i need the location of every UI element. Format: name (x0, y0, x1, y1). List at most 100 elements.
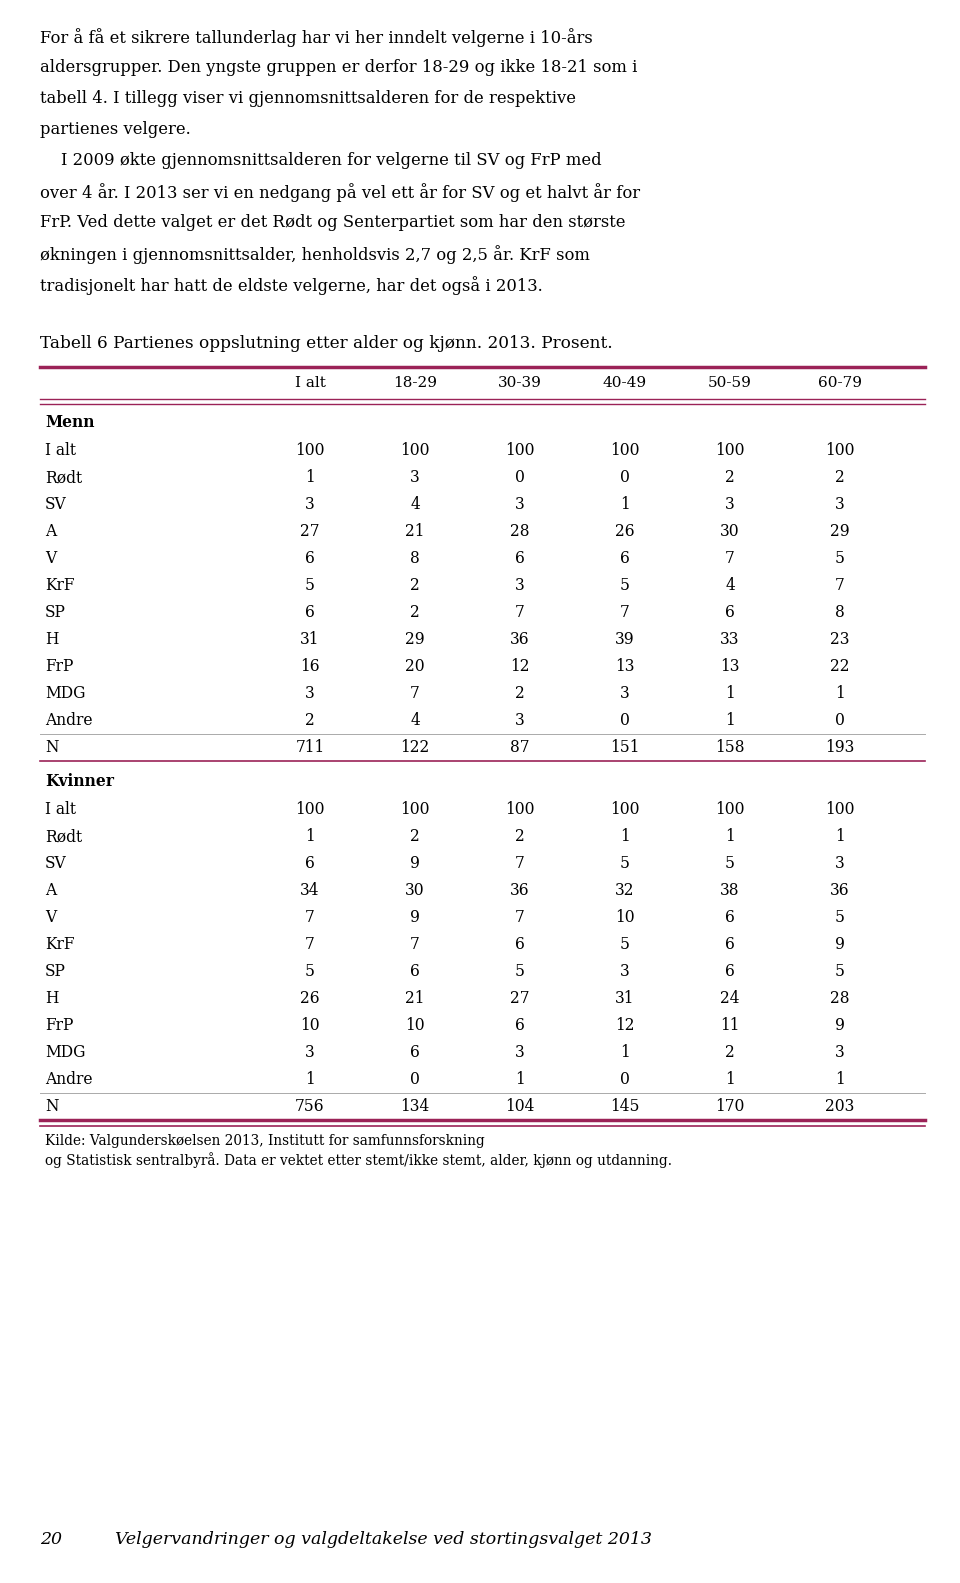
Text: 3: 3 (620, 685, 630, 701)
Text: 4: 4 (725, 576, 734, 594)
Text: Rødt: Rødt (45, 469, 83, 486)
Text: 7: 7 (620, 605, 630, 621)
Text: 2: 2 (410, 605, 420, 621)
Text: 36: 36 (830, 882, 850, 899)
Text: I alt: I alt (45, 442, 76, 459)
Text: 7: 7 (410, 685, 420, 701)
Text: 122: 122 (400, 739, 430, 757)
Text: 0: 0 (620, 469, 630, 486)
Text: 30: 30 (405, 882, 425, 899)
Text: 0: 0 (410, 1072, 420, 1088)
Text: 7: 7 (410, 936, 420, 953)
Text: 30: 30 (720, 522, 740, 540)
Text: 7: 7 (305, 936, 315, 953)
Text: 100: 100 (505, 442, 535, 459)
Text: partienes velgere.: partienes velgere. (40, 120, 191, 138)
Text: 6: 6 (725, 936, 735, 953)
Text: 87: 87 (511, 739, 530, 757)
Text: FrP. Ved dette valget er det Rødt og Senterpartiet som har den største: FrP. Ved dette valget er det Rødt og Sen… (40, 214, 626, 231)
Text: 36: 36 (510, 632, 530, 647)
Text: 7: 7 (516, 909, 525, 926)
Text: 100: 100 (611, 801, 639, 818)
Text: 21: 21 (405, 989, 424, 1007)
Text: 27: 27 (511, 989, 530, 1007)
Text: 26: 26 (615, 522, 635, 540)
Text: 1: 1 (835, 685, 845, 701)
Text: 170: 170 (715, 1099, 745, 1114)
Text: 1: 1 (620, 828, 630, 845)
Text: 20: 20 (405, 659, 425, 674)
Text: KrF: KrF (45, 936, 75, 953)
Text: 100: 100 (715, 801, 745, 818)
Text: 0: 0 (620, 712, 630, 730)
Text: 5: 5 (620, 936, 630, 953)
Text: 6: 6 (305, 549, 315, 567)
Text: 5: 5 (835, 962, 845, 980)
Text: 151: 151 (611, 739, 639, 757)
Text: 6: 6 (725, 909, 735, 926)
Text: 5: 5 (835, 909, 845, 926)
Text: 6: 6 (410, 1045, 420, 1061)
Text: SV: SV (45, 855, 67, 872)
Text: 20: 20 (40, 1531, 62, 1548)
Text: 3: 3 (516, 495, 525, 513)
Text: 26: 26 (300, 989, 320, 1007)
Text: 1: 1 (620, 1045, 630, 1061)
Text: V: V (45, 909, 57, 926)
Text: 2: 2 (305, 712, 315, 730)
Text: 6: 6 (620, 549, 630, 567)
Text: 100: 100 (826, 801, 854, 818)
Text: 6: 6 (305, 855, 315, 872)
Text: 18-29: 18-29 (393, 377, 437, 389)
Text: 13: 13 (615, 659, 635, 674)
Text: 11: 11 (720, 1016, 740, 1034)
Text: 203: 203 (826, 1099, 854, 1114)
Text: 22: 22 (830, 659, 850, 674)
Text: 28: 28 (511, 522, 530, 540)
Text: 39: 39 (615, 632, 635, 647)
Text: 2: 2 (516, 828, 525, 845)
Text: 2: 2 (410, 828, 420, 845)
Text: KrF: KrF (45, 576, 75, 594)
Text: 23: 23 (830, 632, 850, 647)
Text: 756: 756 (295, 1099, 324, 1114)
Text: 2: 2 (516, 685, 525, 701)
Text: 1: 1 (835, 828, 845, 845)
Text: FrP: FrP (45, 1016, 73, 1034)
Text: 3: 3 (305, 1045, 315, 1061)
Text: 7: 7 (516, 605, 525, 621)
Text: 8: 8 (835, 605, 845, 621)
Text: 40-49: 40-49 (603, 377, 647, 389)
Text: 34: 34 (300, 882, 320, 899)
Text: 6: 6 (305, 605, 315, 621)
Text: H: H (45, 989, 59, 1007)
Text: økningen i gjennomsnittsalder, henholdsvis 2,7 og 2,5 år. KrF som: økningen i gjennomsnittsalder, henholdsv… (40, 245, 589, 264)
Text: MDG: MDG (45, 1045, 85, 1061)
Text: For å få et sikrere tallunderlag har vi her inndelt velgerne i 10-års: For å få et sikrere tallunderlag har vi … (40, 28, 592, 47)
Text: 1: 1 (835, 1072, 845, 1088)
Text: 3: 3 (620, 962, 630, 980)
Text: V: V (45, 549, 57, 567)
Text: 100: 100 (611, 442, 639, 459)
Text: 3: 3 (725, 495, 734, 513)
Text: 36: 36 (510, 882, 530, 899)
Text: 38: 38 (720, 882, 740, 899)
Text: 2: 2 (725, 469, 734, 486)
Text: A: A (45, 882, 57, 899)
Text: 100: 100 (400, 442, 430, 459)
Text: 7: 7 (305, 909, 315, 926)
Text: 1: 1 (725, 712, 734, 730)
Text: 3: 3 (305, 685, 315, 701)
Text: 8: 8 (410, 549, 420, 567)
Text: 5: 5 (835, 549, 845, 567)
Text: 145: 145 (611, 1099, 639, 1114)
Text: 5: 5 (725, 855, 735, 872)
Text: 3: 3 (305, 495, 315, 513)
Text: 10: 10 (300, 1016, 320, 1034)
Text: 9: 9 (410, 909, 420, 926)
Text: H: H (45, 632, 59, 647)
Text: 28: 28 (830, 989, 850, 1007)
Text: 1: 1 (620, 495, 630, 513)
Text: 60-79: 60-79 (818, 377, 862, 389)
Text: 50-59: 50-59 (708, 377, 752, 389)
